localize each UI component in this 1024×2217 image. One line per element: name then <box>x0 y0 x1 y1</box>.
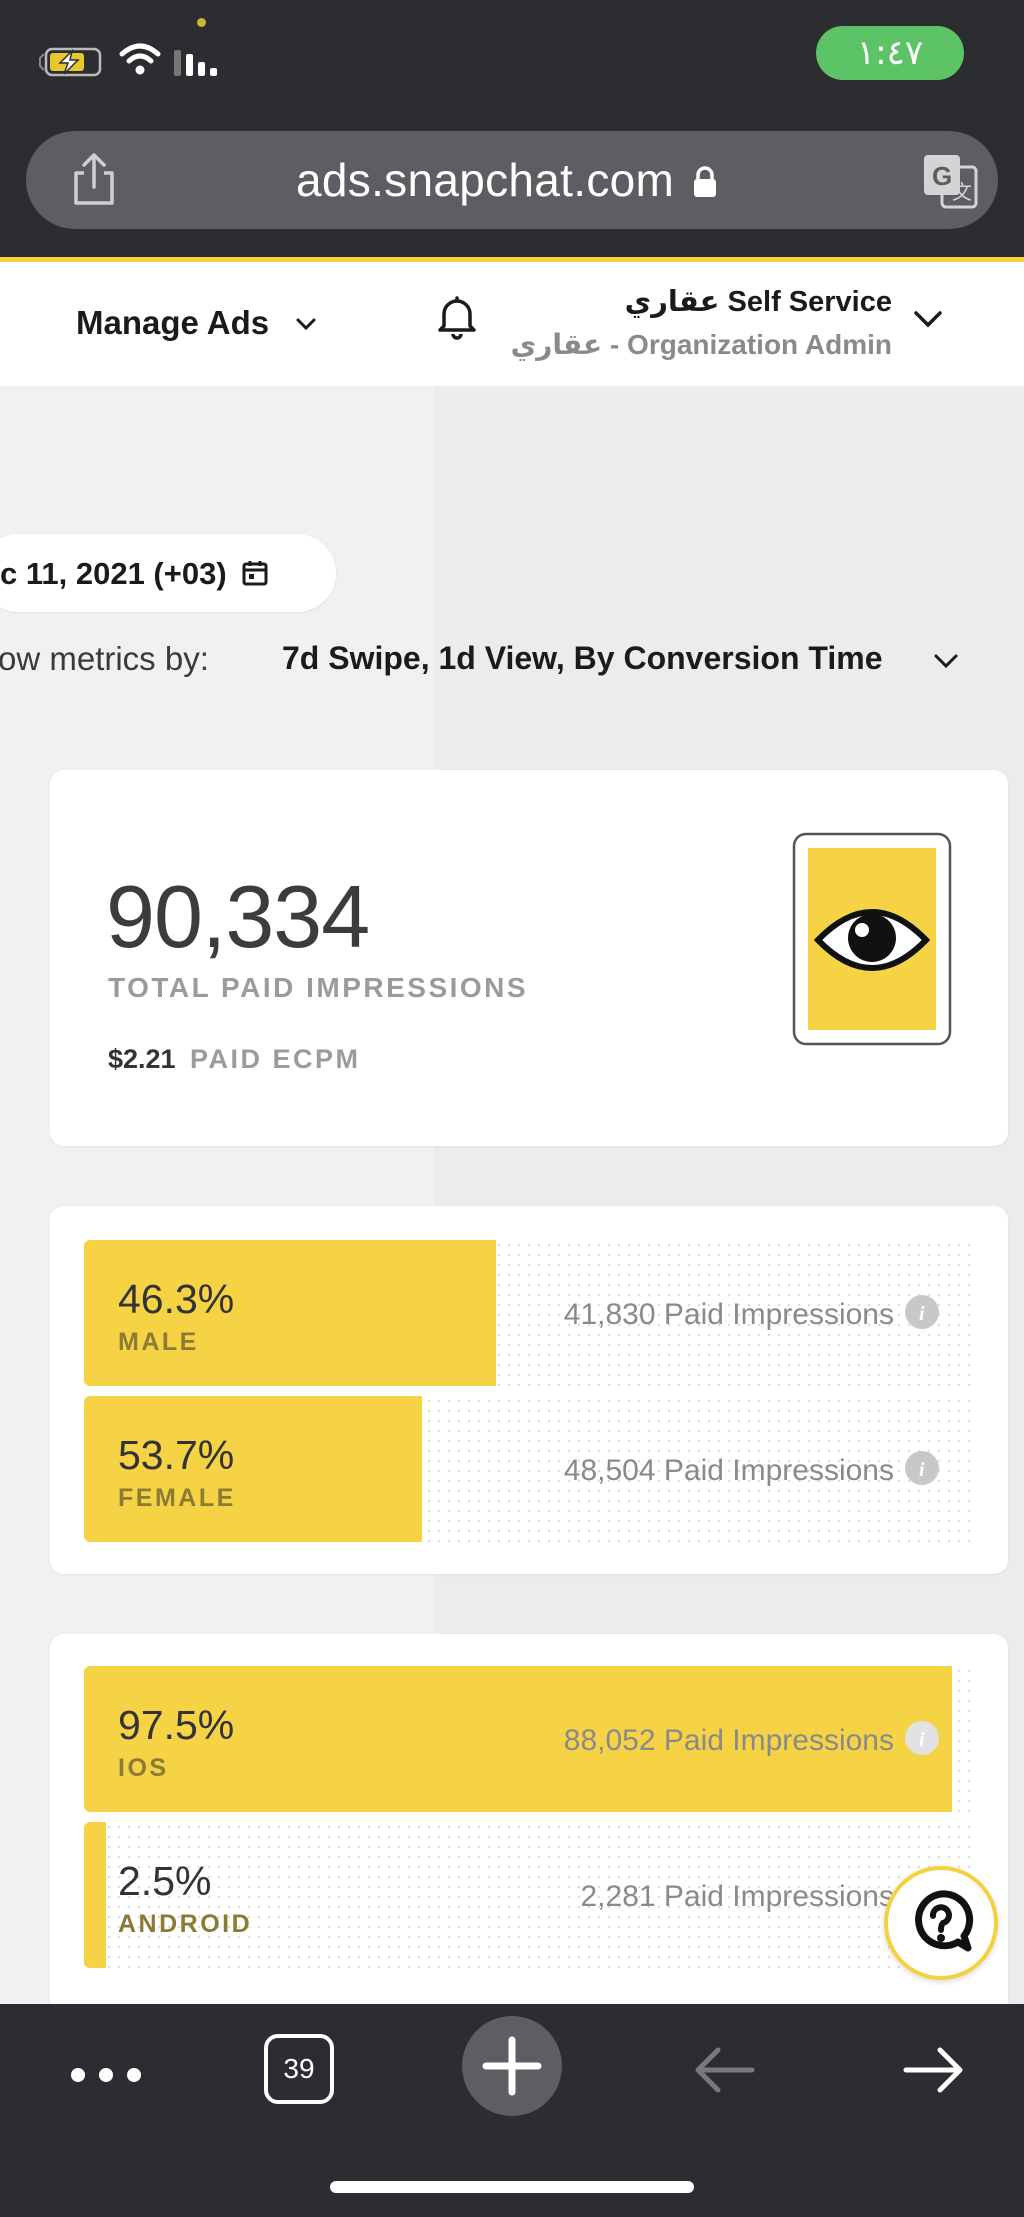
wifi-icon <box>119 43 161 75</box>
browser-bottom-toolbar: 39 <box>0 2004 1024 2217</box>
cellular-signal-icon <box>174 50 217 76</box>
bar-impressions: 88,052 Paid Impressions <box>563 1724 894 1757</box>
translate-icon[interactable]: G 文 <box>920 151 980 211</box>
platform-bar-android: 2.5% ANDROID 2,281 Paid Impressions <box>84 1822 974 1968</box>
bar-percent: 46.3% <box>118 1276 235 1322</box>
plus-icon <box>482 2036 542 2096</box>
svg-text:文: 文 <box>952 180 972 204</box>
svg-text:i: i <box>919 1459 925 1481</box>
bar-percent: 53.7% <box>118 1432 235 1478</box>
account-name[interactable]: عقاري Self Service <box>624 286 892 318</box>
calendar-icon <box>242 561 268 586</box>
forward-arrow-icon[interactable] <box>900 2042 968 2098</box>
total-impressions-value: 90,334 <box>106 867 370 966</box>
chevron-down-icon[interactable] <box>292 312 320 336</box>
phone-eye-icon <box>792 832 952 1046</box>
header-accent-line <box>0 257 1024 262</box>
account-chevron-down-icon[interactable] <box>910 304 946 334</box>
ecpm-value: $2.21 <box>108 1044 176 1074</box>
account-role: عقاري - Organization Admin <box>510 329 892 360</box>
svg-text:i: i <box>919 1729 925 1751</box>
bar-label: ANDROID <box>118 1910 253 1938</box>
bar-impressions: 41,830 Paid Impressions <box>563 1298 894 1331</box>
more-options-icon[interactable] <box>68 2060 144 2090</box>
platform-bar-ios: 97.5% IOS 88,052 Paid Impressions i <box>84 1666 974 1812</box>
bar-percent: 2.5% <box>118 1858 212 1904</box>
bar-label: IOS <box>118 1754 169 1782</box>
chevron-down-icon[interactable] <box>932 648 960 672</box>
tabs-button[interactable]: 39 <box>264 2034 334 2104</box>
help-question-icon <box>915 1890 974 1952</box>
help-chat-button[interactable] <box>884 1866 998 1980</box>
app-header: Manage Ads عقاري Self Service عقاري - Or… <box>0 262 1024 386</box>
bar-impressions: 2,281 Paid Impressions <box>580 1880 894 1913</box>
new-tab-button[interactable] <box>462 2016 562 2116</box>
svg-text:G: G <box>932 161 952 191</box>
share-icon[interactable] <box>66 151 122 209</box>
home-indicator <box>330 2181 694 2193</box>
browser-top-bar: ١:٤٧ ads.snapchat.com G 文 <box>0 0 1024 257</box>
notification-bell-icon[interactable] <box>436 292 478 340</box>
bar-impressions: 48,504 Paid Impressions <box>563 1454 894 1487</box>
date-range-picker[interactable]: c 11, 2021 (+03) <box>0 534 336 612</box>
bar-fill <box>84 1666 952 1812</box>
ecpm-label: PAID ECPM <box>190 1044 361 1074</box>
bar-label: MALE <box>118 1328 199 1356</box>
info-icon[interactable]: i <box>904 1720 940 1756</box>
lock-icon <box>694 166 716 197</box>
manage-ads-menu[interactable]: Manage Ads <box>76 304 270 341</box>
address-bar[interactable]: ads.snapchat.com G 文 <box>26 131 998 229</box>
attribution-window-select[interactable]: 7d Swipe, 1d View, By Conversion Time <box>282 640 883 676</box>
info-icon[interactable]: i <box>904 1294 940 1330</box>
info-icon[interactable]: i <box>904 1450 940 1486</box>
status-time: ١:٤٧ <box>816 26 964 80</box>
bar-label: FEMALE <box>118 1484 236 1512</box>
svg-text:i: i <box>919 1303 925 1325</box>
date-range-text: c 11, 2021 (+03) <box>0 556 227 591</box>
gender-bar-female: 53.7% FEMALE 48,504 Paid Impressions i <box>84 1396 974 1542</box>
bar-percent: 97.5% <box>118 1702 235 1748</box>
bar-fill <box>84 1396 423 1542</box>
platform-breakdown-card: 97.5% IOS 88,052 Paid Impressions i 2.5%… <box>50 1634 1008 2014</box>
back-arrow-icon[interactable] <box>690 2042 758 2098</box>
gender-bar-male: 46.3% MALE 41,830 Paid Impressions i <box>84 1240 974 1386</box>
metrics-label: ow metrics by: <box>0 640 209 677</box>
url-text[interactable]: ads.snapchat.com <box>296 154 675 206</box>
recording-indicator-dot <box>197 18 206 27</box>
gender-breakdown-card: 46.3% MALE 41,830 Paid Impressions i 53.… <box>50 1206 1008 1574</box>
total-impressions-label: TOTAL PAID IMPRESSIONS <box>108 972 529 1003</box>
battery-charging-icon <box>39 47 102 77</box>
total-impressions-card: 90,334 TOTAL PAID IMPRESSIONS $2.21 PAID… <box>50 770 1008 1146</box>
bar-fill <box>84 1240 497 1386</box>
bar-fill <box>84 1822 107 1968</box>
